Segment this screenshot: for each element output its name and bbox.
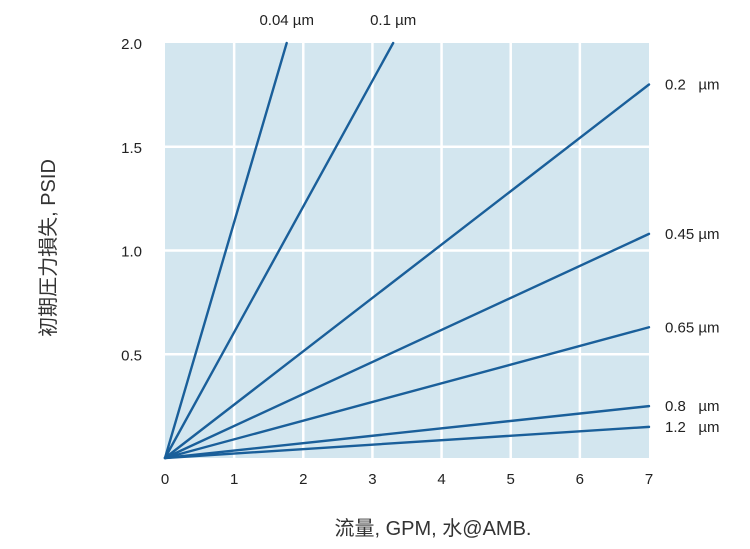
x-tick-label: 5 [507, 471, 515, 488]
x-tick-label: 2 [299, 471, 307, 488]
series-label: 0.2 µm [665, 77, 720, 94]
series-line [163, 425, 651, 460]
x-tick-label: 3 [368, 471, 376, 488]
series-label: 1.2 µm [665, 419, 720, 436]
y-axis-label: 初期圧力損失, PSID [37, 159, 60, 337]
series-label: 0.8 µm [665, 398, 720, 415]
x-tick-label: 7 [645, 471, 653, 488]
series-label: 0.45 µm [665, 226, 720, 243]
y-axis-ticks: 0.5 1.0 1.5 2.0 [121, 36, 142, 364]
series-line [163, 41, 288, 460]
series-label: 0.04 µm [259, 12, 314, 29]
y-tick-label: 0.5 [121, 347, 142, 364]
series-lines [163, 41, 651, 460]
series-label: 0.1 µm [370, 12, 416, 29]
y-tick-label: 1.5 [121, 140, 142, 157]
x-tick-label: 1 [230, 471, 238, 488]
x-tick-label: 0 [161, 471, 169, 488]
y-tick-label: 2.0 [121, 36, 142, 53]
x-tick-label: 6 [576, 471, 584, 488]
x-tick-label: 4 [437, 471, 445, 488]
series-line [163, 41, 395, 460]
x-axis-label: 流量, GPM, 水@AMB. [335, 517, 532, 540]
series-line [163, 232, 651, 460]
series-labels: 0.04 µm 0.1 µm 0.2 µm 0.45 µm 0.65 µm 0.8 µm 1… [259, 12, 719, 436]
y-tick-label: 1.0 [121, 244, 142, 261]
series-label: 0.65 µm [665, 319, 720, 336]
x-axis-ticks: 0 1 2 3 4 5 6 7 [161, 471, 653, 488]
series-line [163, 404, 651, 460]
series-line [163, 83, 651, 460]
grid [165, 43, 649, 458]
series-line [163, 326, 651, 460]
